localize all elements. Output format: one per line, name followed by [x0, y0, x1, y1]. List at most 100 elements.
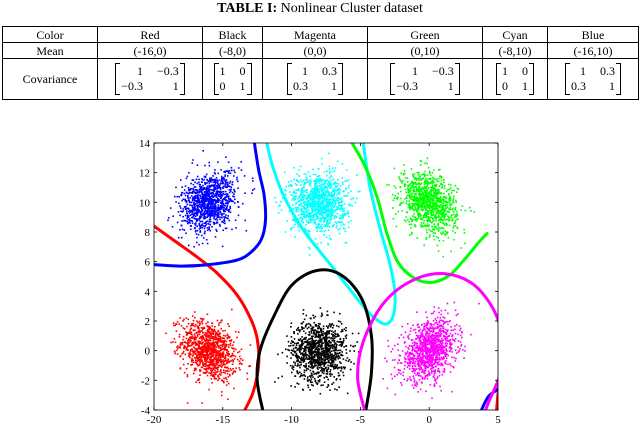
scatter-point: [437, 346, 439, 349]
scatter-point: [447, 329, 449, 331]
scatter-point: [185, 337, 188, 340]
matrix-entry: 1: [609, 79, 615, 93]
scatter-point: [186, 333, 189, 335]
scatter-point: [449, 184, 452, 186]
scatter-point: [220, 361, 223, 363]
scatter-point: [392, 207, 394, 209]
scatter-point: [421, 344, 423, 347]
scatter-point: [205, 336, 207, 338]
scatter-point: [440, 219, 443, 221]
scatter-point: [453, 356, 455, 359]
scatter-point: [415, 199, 417, 201]
scatter-point: [434, 379, 436, 381]
scatter-point: [315, 381, 317, 384]
scatter-point: [307, 362, 310, 364]
scatter-point: [416, 220, 418, 222]
scatter-point: [419, 189, 421, 191]
scatter-point: [432, 342, 435, 345]
scatter-point: [413, 357, 415, 360]
scatter-point: [313, 331, 315, 333]
scatter-point: [445, 207, 448, 209]
scatter-point: [445, 213, 447, 216]
scatter-point: [433, 169, 435, 172]
scatter-point: [306, 323, 308, 325]
scatter-point: [307, 322, 310, 325]
scatter-point: [318, 327, 320, 329]
scatter-point: [433, 228, 435, 230]
scatter-point: [414, 364, 416, 367]
scatter-point: [330, 194, 332, 196]
scatter-point: [416, 311, 418, 313]
scatter-point: [191, 355, 194, 357]
scatter-point: [400, 190, 402, 193]
scatter-point: [326, 350, 329, 352]
scatter-point: [198, 342, 201, 345]
scatter-point: [438, 324, 441, 327]
scatter-point: [425, 214, 427, 216]
scatter-point: [413, 348, 415, 351]
scatter-point: [428, 200, 431, 203]
scatter-point: [224, 329, 226, 332]
scatter-point: [199, 331, 201, 333]
scatter-point: [303, 217, 306, 219]
scatter-point: [408, 357, 411, 360]
scatter-point: [203, 354, 205, 356]
scatter-point: [309, 220, 312, 222]
scatter-point: [199, 369, 201, 371]
scatter-point: [338, 325, 340, 328]
scatter-point: [423, 244, 425, 247]
scatter-point: [347, 360, 350, 362]
scatter-point: [433, 238, 436, 241]
scatter-point: [443, 233, 446, 235]
scatter-point: [424, 365, 426, 367]
scatter-point: [425, 350, 428, 352]
scatter-point: [408, 353, 410, 355]
scatter-point: [342, 339, 345, 342]
scatter-point: [327, 384, 330, 387]
scatter-point: [225, 366, 227, 369]
scatter-point: [434, 365, 437, 368]
scatter-point: [430, 327, 433, 329]
matrix-entry: −0.3: [157, 64, 179, 78]
scatter-point: [430, 354, 433, 356]
scatter-point: [320, 329, 322, 331]
scatter-point: [407, 355, 409, 358]
scatter-point: [410, 207, 412, 209]
scatter-point: [316, 335, 319, 338]
scatter-point: [423, 173, 425, 175]
scatter-point: [219, 336, 221, 338]
scatter-point: [416, 342, 418, 345]
scatter-point: [423, 206, 425, 208]
scatter-point: [342, 217, 344, 219]
scatter-point: [226, 372, 229, 375]
scatter-point: [306, 353, 308, 356]
scatter-point: [340, 370, 342, 372]
scatter-point: [413, 208, 415, 211]
scatter-point: [307, 179, 309, 182]
scatter-point: [439, 358, 442, 361]
scatter-point: [178, 346, 181, 349]
scatter-point: [428, 334, 430, 337]
scatter-point: [443, 211, 445, 214]
scatter-point: [438, 206, 441, 208]
scatter-point: [435, 339, 437, 341]
scatter-point: [333, 224, 335, 226]
scatter-point: [416, 237, 419, 239]
scatter-point: [456, 212, 458, 215]
scatter-point: [329, 373, 332, 375]
scatter-point: [204, 359, 207, 362]
scatter-point: [326, 216, 329, 218]
scatter-point: [332, 381, 335, 384]
scatter-point: [214, 341, 216, 344]
scatter-point: [400, 334, 403, 336]
scatter-point: [455, 357, 457, 360]
scatter-point: [445, 363, 447, 365]
scatter-point: [461, 205, 464, 207]
scatter-point: [437, 237, 440, 239]
scatter-point: [294, 362, 296, 364]
scatter-point: [438, 348, 440, 350]
scatter-point: [426, 231, 428, 234]
scatter-point: [445, 200, 448, 203]
scatter-point: [325, 194, 327, 196]
scatter-point: [194, 311, 196, 313]
